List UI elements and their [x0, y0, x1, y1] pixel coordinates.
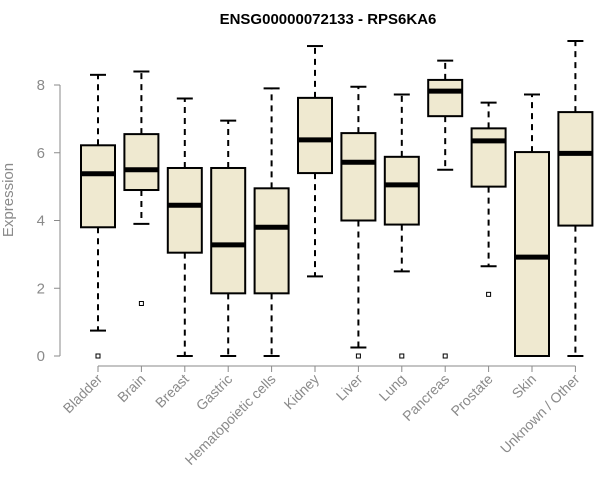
box-rect-2 — [166, 166, 203, 254]
x-tick-label-8: Pancreas — [399, 371, 452, 424]
outlier-8-0 — [442, 353, 448, 359]
x-tick-label-9: Prostate — [448, 371, 496, 419]
outlier-6-0 — [355, 353, 361, 359]
x-tick-label-10: Skin — [509, 371, 540, 402]
box-rect-7 — [383, 155, 420, 226]
box-rect-11 — [557, 111, 594, 227]
y-tick-label-3: 6 — [37, 145, 45, 162]
box-4 — [253, 87, 290, 357]
outlier-7-0 — [399, 353, 405, 359]
box-1 — [123, 70, 160, 306]
box-rect-10 — [514, 151, 550, 357]
box-rect-4 — [253, 187, 290, 295]
box-6 — [340, 85, 377, 359]
x-tick-label-0: Bladder — [60, 371, 106, 417]
x-tick-label-7: Lung — [376, 371, 409, 404]
outlier-0-0 — [95, 353, 101, 359]
box-rect-1 — [123, 133, 160, 192]
box-2 — [166, 97, 203, 357]
box-8 — [427, 59, 464, 359]
box-rect-9 — [470, 127, 507, 188]
box-rect-3 — [210, 166, 247, 295]
chart-title: ENSG00000072133 - RPS6KA6 — [220, 11, 437, 28]
y-tick-label-1: 2 — [37, 280, 45, 297]
box-7 — [383, 93, 420, 359]
box-3 — [210, 119, 247, 357]
x-tick-label-2: Breast — [152, 371, 192, 411]
box-rect-6 — [340, 132, 377, 222]
boxes-group — [80, 39, 594, 359]
y-tick-label-0: 0 — [37, 348, 45, 365]
y-tick-label-2: 4 — [37, 213, 45, 230]
x-tick-label-11: Unknown / Other — [497, 371, 583, 457]
x-tick-label-1: Brain — [114, 371, 148, 405]
box-rect-0 — [80, 144, 116, 229]
x-tick-label-5: Kidney — [281, 371, 323, 413]
x-tick-label-6: Liver — [333, 371, 366, 404]
y-axis-label: Expression — [0, 163, 17, 237]
box-5 — [297, 45, 333, 278]
outlier-9-0 — [486, 291, 492, 297]
outlier-1-0 — [138, 300, 144, 306]
y-axis: 0 2 4 6 8 — [37, 77, 61, 365]
y-tick-label-4: 8 — [37, 77, 45, 94]
x-tick-label-3: Gastric — [193, 371, 236, 414]
box-10 — [514, 93, 550, 357]
box-rect-8 — [427, 78, 464, 118]
box-rect-5 — [297, 96, 333, 175]
box-0 — [80, 73, 116, 359]
box-9 — [470, 101, 507, 297]
box-11 — [557, 39, 594, 357]
